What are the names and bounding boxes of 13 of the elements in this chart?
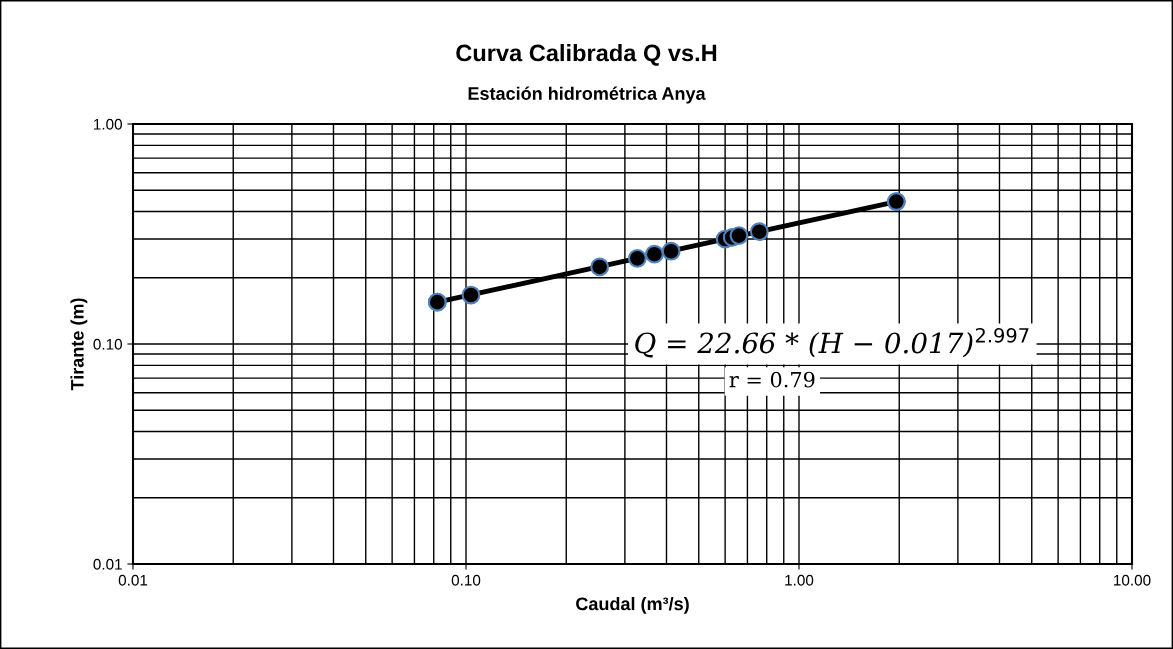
annotation: Q = 22.66 * (H − 0.017)$^{2.997}$ xyxy=(635,327,1029,358)
x-tick-label: 1.00 xyxy=(785,574,814,586)
x-tick-label: 0.01 xyxy=(118,574,148,586)
x-axis-title: Caudal (m³/s) xyxy=(576,596,689,614)
x-tick-label: 0.10 xyxy=(451,574,481,586)
x-tick-label: 10.00 xyxy=(1114,574,1151,586)
y-tick-label: 0.01 xyxy=(93,558,122,570)
y-tick-label: 1.00 xyxy=(94,118,122,130)
annotation: r = 0.79 xyxy=(729,371,815,388)
chart-subtitle: Estación hidrométrica Anya xyxy=(468,86,706,104)
y-tick-label: 0.10 xyxy=(93,338,122,350)
y-axis-title: Tirante (m) xyxy=(70,298,88,391)
chart-title: Curva Calibrada Q vs.H xyxy=(456,44,717,66)
